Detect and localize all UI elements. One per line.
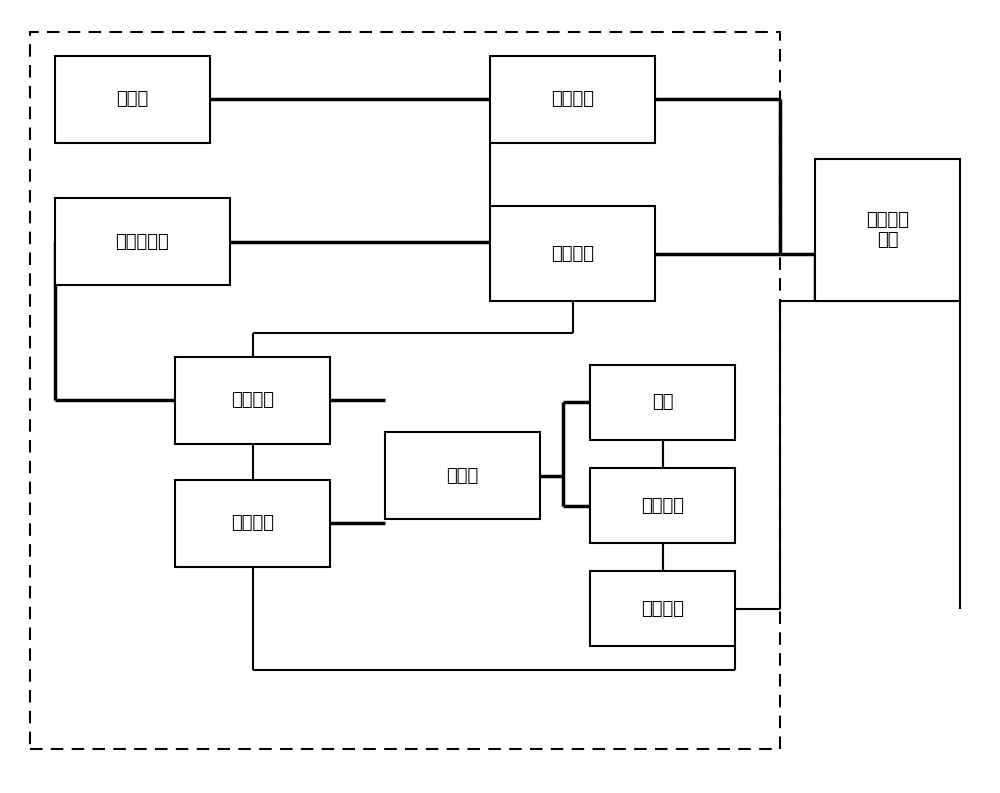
Bar (175, 480, 330, 567)
Text: 水泵: 水泵 (652, 393, 673, 412)
Text: 燃料电池
电堆: 燃料电池 电堆 (866, 211, 909, 249)
Text: 氢气喷射器: 氢气喷射器 (116, 233, 169, 251)
Bar (55, 56, 210, 143)
Bar (490, 56, 655, 143)
Bar (590, 365, 735, 440)
Bar (175, 357, 330, 444)
Text: 中冷器二: 中冷器二 (551, 245, 594, 262)
Text: 加热器一: 加热器一 (231, 515, 274, 532)
Bar (30, 32, 780, 749)
Bar (590, 571, 735, 646)
Bar (815, 159, 960, 301)
Text: 空压机: 空压机 (116, 90, 149, 108)
Bar (490, 206, 655, 301)
Bar (590, 468, 735, 543)
Bar (385, 432, 540, 519)
Text: 节温器二: 节温器二 (641, 600, 684, 618)
Text: 控制器: 控制器 (446, 467, 479, 485)
Text: 节温器一: 节温器一 (231, 392, 274, 409)
Bar (55, 198, 230, 285)
Text: 中冷器一: 中冷器一 (551, 90, 594, 108)
Text: 加热器二: 加热器二 (641, 496, 684, 515)
